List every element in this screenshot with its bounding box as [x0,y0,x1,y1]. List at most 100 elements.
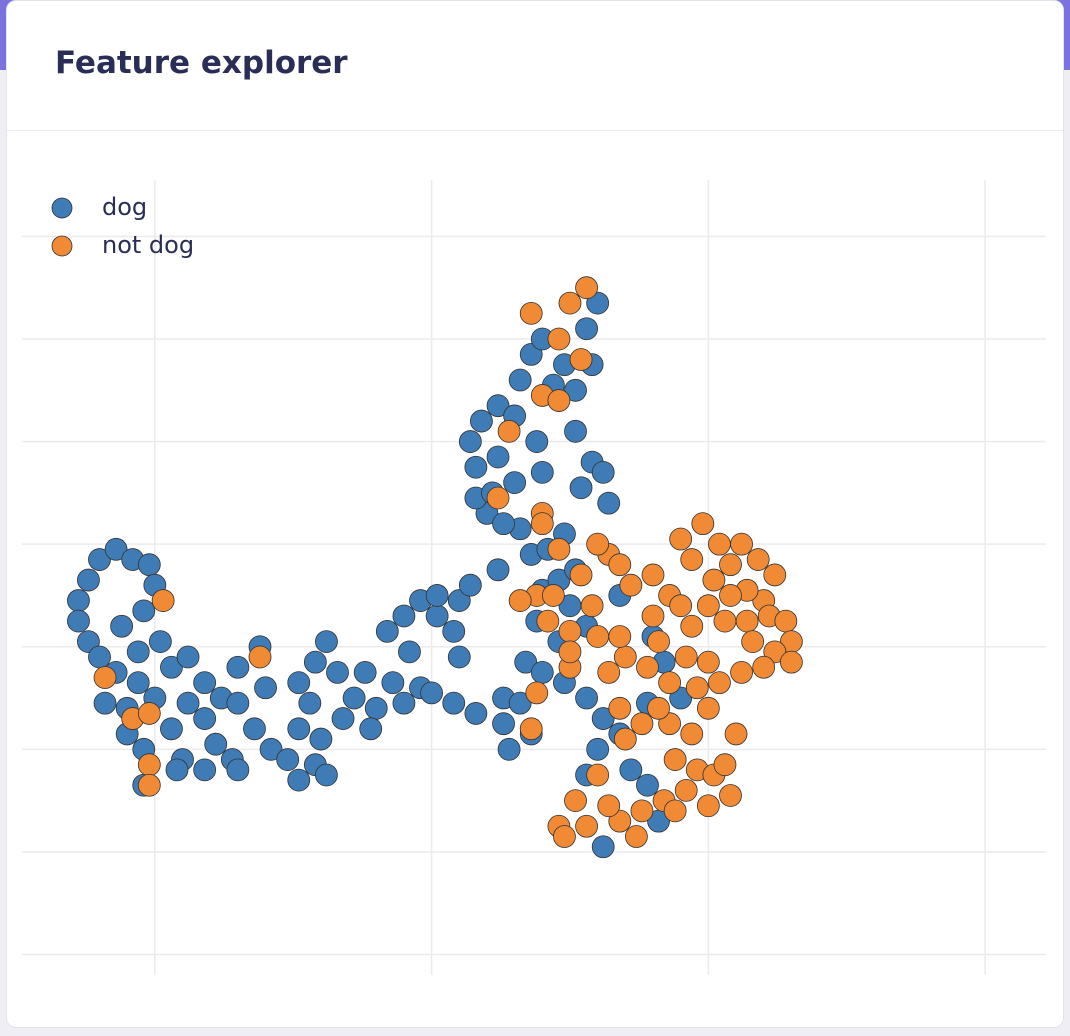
point [381,671,405,695]
point [525,681,549,705]
legend-label: not dog [102,231,194,259]
point [575,317,598,341]
point [558,640,582,664]
point [569,476,593,500]
point [359,717,383,741]
point [315,630,338,654]
point [774,609,798,633]
point [586,763,610,787]
legend-label: dog [102,193,147,221]
point [165,758,189,782]
point [464,455,488,479]
point [525,430,549,453]
point [536,609,560,633]
point [691,512,715,536]
point [564,378,587,402]
point [492,712,515,736]
point [508,589,532,612]
point [730,660,753,684]
point [613,645,637,669]
point [663,748,687,771]
point [719,584,742,607]
point [713,753,737,777]
point [326,660,349,684]
point [486,486,510,510]
point [541,584,565,607]
point [608,696,632,720]
point [779,650,803,674]
point [470,409,493,433]
point [137,773,161,797]
point [680,614,704,638]
point [564,789,587,813]
point [303,650,327,674]
point [88,548,111,571]
point [752,655,776,679]
point [259,737,283,761]
point [741,630,765,654]
point [530,460,554,484]
point [398,640,421,664]
point [508,368,532,392]
point [151,589,175,612]
point [553,825,576,848]
point [176,691,200,715]
point [193,707,217,730]
point [298,691,322,715]
point [630,712,654,736]
point [254,676,277,700]
point [719,553,742,577]
point [442,691,466,715]
point [148,630,172,654]
point [492,512,515,536]
point [696,696,720,720]
point [713,609,737,633]
point [503,471,527,495]
point [519,301,543,325]
point [375,619,399,643]
point [663,799,687,823]
point [580,594,604,618]
point [137,553,161,577]
point [696,594,720,618]
point [486,445,510,469]
point [702,568,726,592]
point [558,291,582,315]
point [591,460,615,484]
point [530,512,554,536]
point [486,394,510,418]
point [447,645,471,669]
point [126,671,150,695]
point [353,660,377,684]
series [93,276,803,848]
point [669,527,693,551]
point [243,717,266,741]
point [486,558,510,582]
point [680,548,704,571]
point [93,691,117,715]
point [696,650,720,674]
point [558,619,582,643]
point [636,773,659,797]
point [619,573,643,597]
point [392,691,416,715]
point [735,609,759,633]
point [669,594,693,618]
point [530,660,554,684]
point [586,625,610,648]
point [287,671,311,695]
point [508,691,532,715]
point [160,717,183,741]
point [746,548,770,571]
point [547,537,571,561]
point [619,758,643,782]
point [497,419,521,443]
point [425,604,449,628]
point [569,348,593,371]
point [569,563,593,587]
point [636,655,659,679]
point [442,619,466,643]
point [226,758,250,782]
